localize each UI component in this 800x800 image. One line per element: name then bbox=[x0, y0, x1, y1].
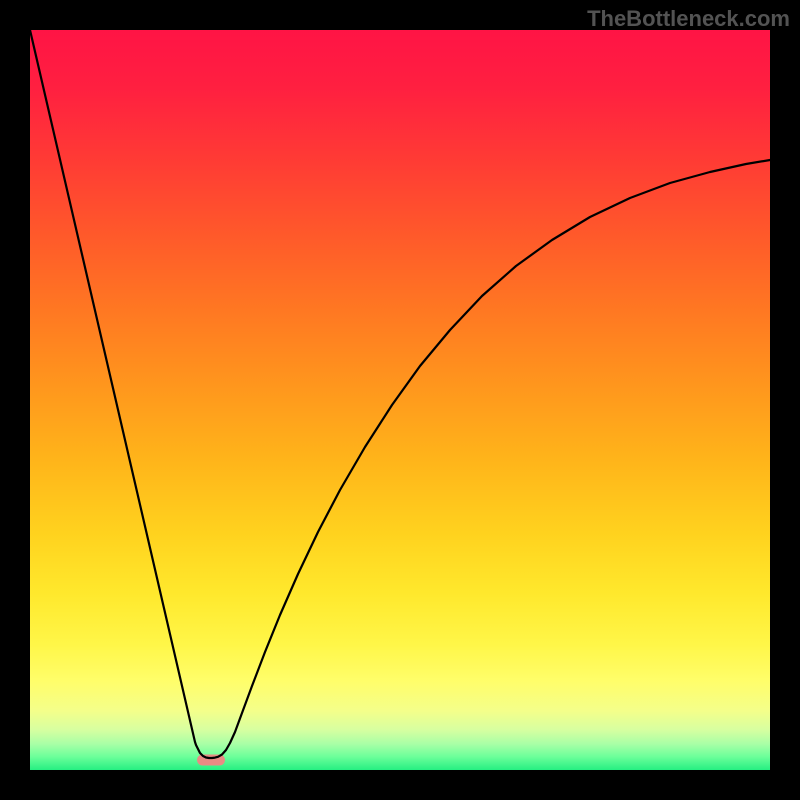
bottleneck-chart: TheBottleneck.com bbox=[0, 0, 800, 800]
watermark-text: TheBottleneck.com bbox=[587, 6, 790, 32]
plot-background bbox=[30, 30, 770, 770]
chart-svg bbox=[0, 0, 800, 800]
